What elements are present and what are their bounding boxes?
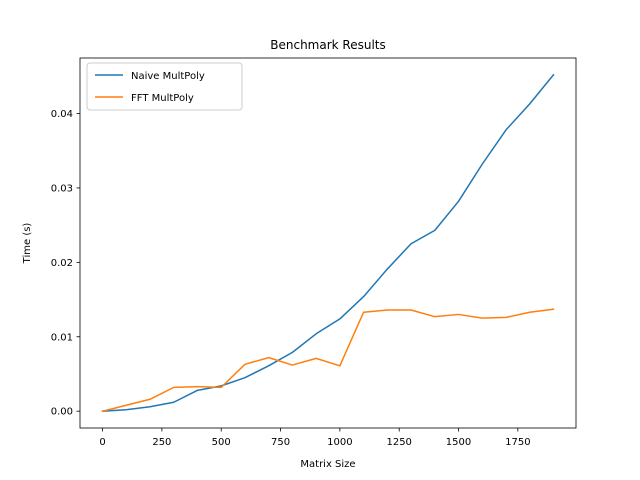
plot-area (80, 58, 576, 428)
x-axis-label: Matrix Size (300, 459, 355, 470)
x-tick-label: 750 (271, 437, 290, 448)
series-line-0 (101, 73, 555, 412)
x-axis-ticks: 0 250 500 750 1000 1250 1500 1750 (99, 428, 531, 448)
legend-box (86, 62, 243, 111)
series-layer (101, 73, 555, 413)
y-axis-ticks: 0.00 0.01 0.02 0.03 0.04 (51, 109, 80, 418)
y-tick-label: 0.00 (51, 407, 73, 418)
legend-label-naive: Naive MultPoly (131, 71, 205, 82)
x-tick-label: 1750 (505, 437, 530, 448)
y-axis-label: Time (s) (22, 223, 33, 265)
series-line-1 (101, 308, 555, 413)
x-tick-label: 500 (212, 437, 231, 448)
plot-frame (79, 57, 577, 429)
y-tick-label: 0.04 (51, 109, 73, 120)
legend-label-fft: FFT MultPoly (131, 93, 194, 104)
legend: Naive MultPoly FFT MultPoly (86, 62, 243, 111)
chart-title: Benchmark Results (270, 38, 386, 52)
x-tick-label: 1500 (446, 437, 471, 448)
y-tick-label: 0.02 (51, 258, 73, 269)
y-tick-label: 0.03 (51, 183, 73, 194)
y-tick-label: 0.01 (51, 332, 73, 343)
x-tick-label: 1000 (327, 437, 352, 448)
x-tick-label: 0 (99, 437, 105, 448)
x-tick-label: 1250 (386, 437, 411, 448)
x-tick-label: 250 (152, 437, 171, 448)
